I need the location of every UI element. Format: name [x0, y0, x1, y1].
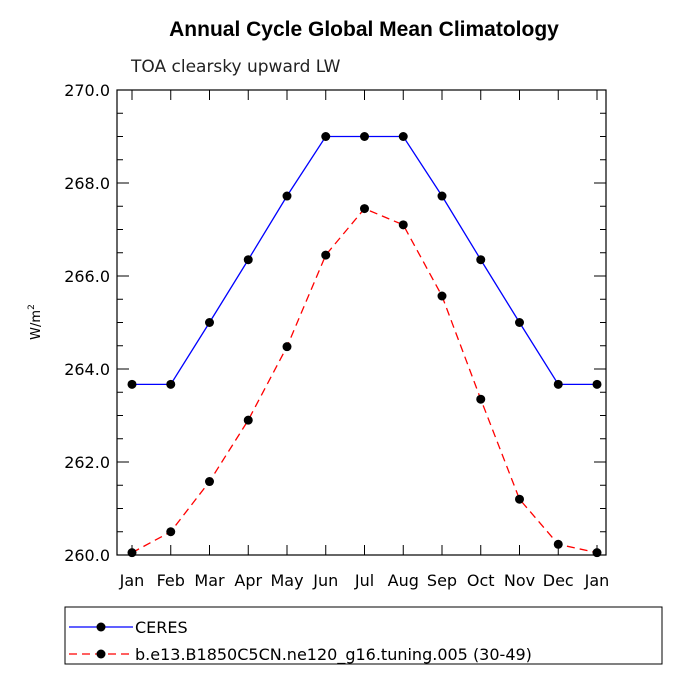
plot-area	[116, 89, 607, 556]
data-point	[127, 379, 137, 389]
y-tick-label: 266.0	[64, 267, 110, 286]
series-line	[131, 207, 598, 554]
x-tick-label: Sep	[427, 571, 457, 590]
legend-label: CERES	[135, 618, 188, 637]
data-point	[243, 255, 253, 265]
data-point	[360, 204, 369, 214]
x-tick-label: Feb	[157, 571, 185, 590]
x-tick-label: Jun	[312, 571, 338, 590]
data-point	[398, 220, 408, 230]
y-axis-label: W/m2	[27, 304, 44, 340]
x-tick-label: Dec	[543, 571, 574, 590]
x-tick-label: Oct	[467, 571, 495, 590]
data-point	[205, 318, 214, 327]
x-tick-label: Jul	[354, 571, 374, 590]
y-axis-label-sup: 2	[27, 304, 37, 310]
data-point	[437, 191, 447, 201]
y-tick-label: 270.0	[64, 81, 110, 100]
data-point	[282, 342, 292, 352]
x-tick-label: May	[270, 571, 303, 590]
legend-marker	[96, 622, 106, 632]
legend-marker	[96, 649, 106, 659]
data-point	[360, 132, 369, 141]
y-tick-label: 268.0	[64, 174, 110, 193]
legend-label: b.e13.B1850C5CN.ne120_g16.tuning.005 (30…	[135, 645, 532, 665]
x-tick-label: Apr	[234, 571, 262, 590]
data-point	[592, 548, 602, 558]
x-tick-label: Jan	[584, 571, 610, 590]
chart-subtitle: TOA clearsky upward LW	[130, 57, 341, 77]
series-line	[132, 135, 597, 385]
data-point	[166, 527, 176, 537]
legend-box	[64, 606, 663, 665]
series-1	[127, 132, 602, 389]
ticks-group	[117, 89, 606, 556]
y-axis-label-base: W/m	[29, 310, 44, 340]
data-point	[166, 379, 176, 389]
data-point	[476, 255, 486, 265]
series-group	[127, 132, 602, 558]
data-point	[321, 132, 331, 141]
data-point	[398, 132, 408, 141]
series-2	[127, 204, 602, 558]
data-point	[515, 318, 524, 327]
chart-title: Annual Cycle Global Mean Climatology	[169, 18, 559, 41]
x-tick-label: Aug	[388, 571, 419, 590]
x-tick-label: Mar	[194, 571, 225, 590]
data-point	[243, 415, 253, 425]
data-point	[476, 394, 486, 404]
data-point	[321, 250, 331, 260]
y-tick-label: 260.0	[64, 546, 110, 565]
x-tick-label: Nov	[504, 571, 535, 590]
y-tick-label: 262.0	[64, 453, 110, 472]
data-point	[515, 494, 524, 504]
data-point	[127, 548, 137, 558]
data-point	[592, 379, 602, 389]
data-point	[205, 477, 214, 487]
data-point	[553, 379, 563, 389]
labels-group: 260.0 262.0 264.0 266.0 268.0 270.0 Jan Feb Mar A…	[64, 81, 609, 590]
data-point	[437, 291, 447, 301]
data-point	[553, 539, 563, 549]
x-tick-label: Jan	[119, 571, 145, 590]
legend: CERES b.e13.B1850C5CN.ne120_g16.tuning.00…	[69, 618, 532, 665]
data-point	[282, 191, 292, 201]
y-tick-label: 264.0	[64, 360, 110, 379]
